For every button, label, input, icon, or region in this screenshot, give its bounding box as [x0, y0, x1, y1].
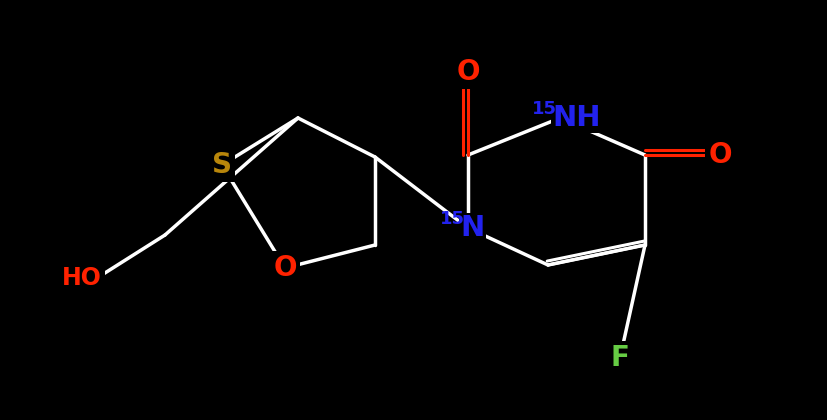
Text: F: F — [610, 344, 629, 372]
Text: N: N — [460, 214, 485, 242]
Text: O: O — [457, 58, 480, 86]
Text: 15: 15 — [440, 210, 465, 228]
Text: NH: NH — [552, 104, 600, 132]
Text: O: O — [273, 254, 297, 282]
Text: O: O — [708, 141, 732, 169]
Text: HO: HO — [62, 266, 102, 290]
Text: 15: 15 — [532, 100, 557, 118]
Text: S: S — [212, 151, 232, 179]
